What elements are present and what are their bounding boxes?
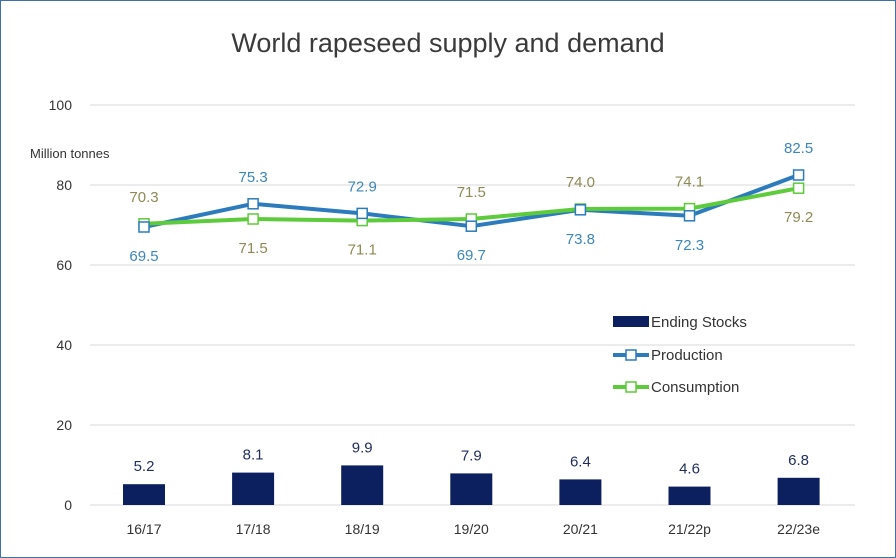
y-tick-label: 20 [56, 417, 72, 433]
bar-ending-stocks [450, 473, 493, 505]
marker-production [247, 198, 259, 210]
production-data-label: 82.5 [784, 140, 813, 157]
bar-data-label: 4.6 [679, 461, 700, 478]
marker-consumption [247, 213, 259, 225]
marker-production [792, 169, 805, 181]
bar-ending-stocks [668, 486, 711, 505]
consumption-data-label: 70.3 [129, 189, 158, 206]
bar-ending-stocks [341, 465, 384, 505]
consumption-data-label: 71.1 [348, 242, 377, 259]
consumption-data-label: 74.0 [566, 174, 595, 191]
consumption-data-label: 74.1 [675, 174, 704, 191]
x-tick-label: 18/19 [345, 521, 380, 537]
y-tick-label: 0 [64, 497, 72, 513]
marker-consumption [792, 182, 805, 194]
marker-production [683, 210, 696, 222]
x-tick-label: 22/23e [777, 521, 820, 537]
production-data-label: 73.8 [566, 231, 595, 248]
legend-label: Production [651, 347, 723, 364]
legend-marker-consumption [625, 381, 637, 393]
marker-production [574, 204, 587, 216]
production-data-label: 72.9 [348, 178, 377, 195]
consumption-data-label: 71.5 [238, 240, 267, 257]
x-tick-label: 19/20 [454, 521, 489, 537]
production-data-label: 75.3 [238, 169, 267, 186]
bar-ending-stocks [559, 479, 602, 505]
legend-marker-production [625, 349, 637, 361]
bar-ending-stocks [777, 477, 820, 505]
x-tick-label: 16/17 [126, 521, 161, 537]
chart-title: World rapeseed supply and demand [231, 28, 665, 58]
y-tick-label: 40 [56, 337, 72, 353]
production-data-label: 69.7 [457, 247, 486, 264]
consumption-data-label: 79.2 [784, 209, 813, 226]
x-tick-label: 21/22p [668, 521, 711, 537]
bar-data-label: 9.9 [352, 439, 373, 456]
legend-label: Consumption [651, 379, 739, 396]
marker-production [138, 221, 150, 233]
x-tick-label: 17/18 [236, 521, 271, 537]
x-tick-label: 20/21 [563, 521, 598, 537]
y-tick-label: 100 [49, 97, 73, 113]
bar-data-label: 5.2 [134, 458, 155, 475]
production-data-label: 69.5 [129, 248, 158, 265]
bar-data-label: 8.1 [243, 447, 264, 464]
marker-production [356, 207, 368, 220]
bar-data-label: 6.4 [570, 453, 591, 470]
marker-production [465, 220, 478, 232]
production-data-label: 72.3 [675, 237, 704, 254]
legend-swatch-ending-stocks [613, 316, 649, 327]
consumption-data-label: 71.5 [457, 184, 486, 201]
y-axis-title: Million tonnes [30, 146, 110, 161]
y-tick-label: 80 [56, 177, 72, 193]
legend-label: Ending Stocks [651, 314, 747, 331]
bar-ending-stocks [123, 484, 165, 505]
bar-data-label: 6.8 [788, 452, 809, 469]
bar-data-label: 7.9 [461, 447, 482, 464]
y-tick-label: 60 [56, 257, 72, 273]
bar-ending-stocks [232, 472, 275, 505]
